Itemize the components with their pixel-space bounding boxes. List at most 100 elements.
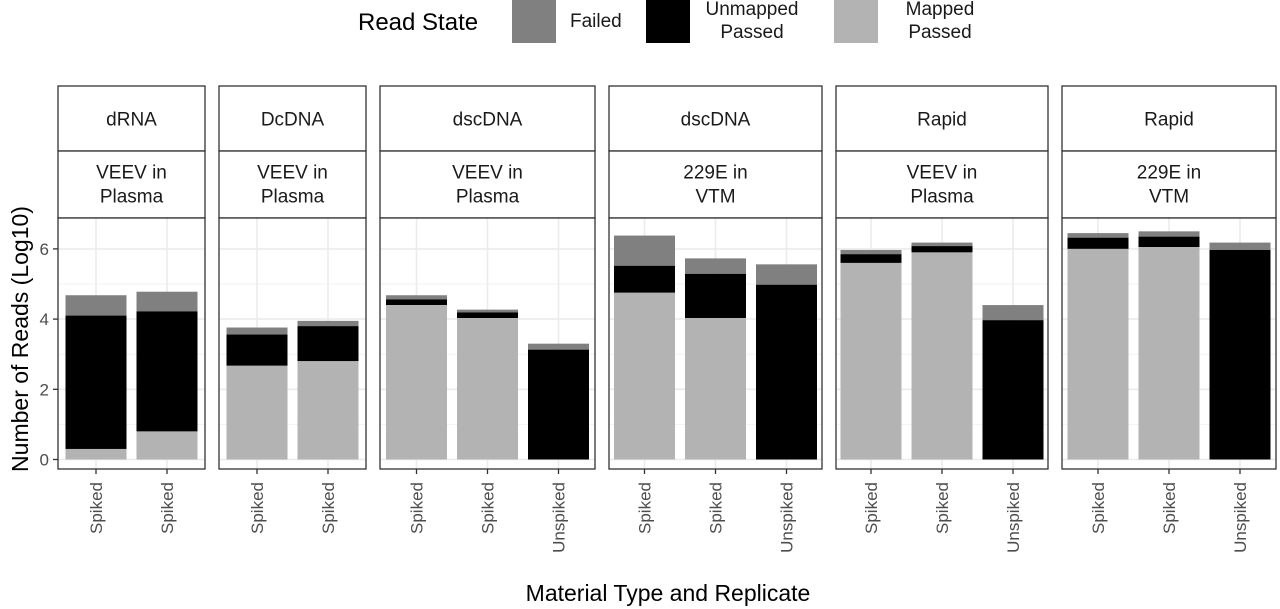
- facet-strip-sample: [1061, 150, 1277, 219]
- panel-border: [835, 217, 1049, 470]
- bar-segment-unmapped: [386, 299, 447, 306]
- facet-strip-method-label: Rapid: [1144, 110, 1194, 131]
- facet-strip-sample-label: 229E in: [1137, 163, 1201, 184]
- x-tick-label: Unspiked: [1231, 482, 1250, 553]
- x-tick-label: Spiked: [1160, 482, 1179, 534]
- bar-segment-failed: [1209, 242, 1271, 250]
- bar-segment-unmapped: [840, 254, 902, 263]
- facet-strip-sample-label: VEEV in: [452, 163, 523, 184]
- bar-segment-mapped: [840, 262, 902, 460]
- bar-segment-unmapped: [297, 326, 359, 362]
- facet-strip-sample-label: VTM: [695, 187, 735, 208]
- bar-segment-failed: [65, 295, 127, 316]
- facet-strip-sample: [608, 150, 823, 219]
- facet-panel: DcDNA VEEV in Plasma Spiked Spiked: [218, 85, 367, 534]
- facet-strip-method: [835, 85, 1049, 152]
- bar-segment-unmapped: [911, 246, 973, 253]
- legend-label-mapped: Mapped: [906, 0, 975, 20]
- x-tick-label: Spiked: [1089, 482, 1108, 534]
- facet-panel: Rapid 229E in VTM Spiked Spiked Unspiked: [1061, 85, 1277, 553]
- bar-segment-mapped: [136, 431, 198, 460]
- facet-strip-sample: [379, 150, 596, 219]
- bar-segment-failed: [297, 320, 359, 327]
- x-tick-label: Spiked: [87, 482, 106, 534]
- bar-segment-mapped: [911, 252, 973, 460]
- y-tick-label: 2: [40, 380, 49, 399]
- facet-strip-sample: [57, 150, 206, 219]
- bar-segment-failed: [911, 242, 973, 247]
- facet-strip-method: [1061, 85, 1277, 152]
- bar-segment-unmapped: [1067, 237, 1129, 249]
- legend-label-mapped: Passed: [908, 22, 971, 43]
- bar-segment-failed: [614, 235, 675, 266]
- facet-panel: dRNA VEEV in Plasma Spiked Spiked 0 2 4 6: [40, 85, 206, 534]
- bar-segment-unmapped: [685, 273, 746, 319]
- facet-strip-method-label: dscDNA: [453, 110, 523, 131]
- facet-strip-method-label: DcDNA: [261, 110, 325, 131]
- facet-strip-sample: [218, 150, 367, 219]
- x-tick-label: Spiked: [933, 482, 952, 534]
- facet-strip-method-label: dscDNA: [681, 110, 751, 131]
- x-tick-label: Spiked: [707, 482, 726, 534]
- facet-strip-sample-label: VEEV in: [257, 163, 328, 184]
- bar-segment-mapped: [297, 361, 359, 460]
- legend-key-mapped: [834, 0, 878, 43]
- panel-border: [218, 217, 367, 470]
- bar-segment-mapped: [65, 448, 127, 460]
- bar-segment-unmapped: [756, 284, 817, 460]
- facet-strip-method-label: Rapid: [917, 110, 967, 131]
- legend-key-failed: [512, 0, 556, 43]
- bar-segment-unmapped: [65, 315, 127, 449]
- bar-segment-unmapped: [982, 320, 1044, 460]
- facet-strip-sample-label: Plasma: [100, 187, 164, 208]
- bar-segment-failed: [840, 249, 902, 255]
- bar-segment-failed: [386, 295, 447, 300]
- facet-panel: dscDNA VEEV in Plasma Spiked Spiked Unspiked: [379, 85, 596, 553]
- legend-label-failed: Failed: [570, 11, 622, 32]
- bar-segment-unmapped: [528, 349, 589, 460]
- facet-strip-sample-label: Plasma: [910, 187, 974, 208]
- facet-strip-sample-label: Plasma: [261, 187, 325, 208]
- bar-segment-mapped: [457, 318, 518, 460]
- x-tick-label: Spiked: [636, 482, 655, 534]
- panel-border: [57, 217, 206, 470]
- facet-strip-method: [218, 85, 367, 152]
- x-tick-label: Spiked: [408, 482, 427, 534]
- bar-segment-failed: [457, 309, 518, 313]
- y-tick-label: 4: [40, 310, 49, 329]
- x-tick-label: Unspiked: [1004, 482, 1023, 553]
- bar-segment-unmapped: [457, 312, 518, 319]
- bar-segment-unmapped: [136, 311, 198, 432]
- legend-key-unmapped: [646, 0, 690, 43]
- facet-strip-method: [57, 85, 206, 152]
- bar-segment-unmapped: [1209, 249, 1271, 460]
- x-tick-label: Spiked: [248, 482, 267, 534]
- bar-segment-unmapped: [614, 265, 675, 293]
- facet-strip-sample-label: Plasma: [456, 187, 520, 208]
- bar-segment-mapped: [685, 318, 746, 460]
- legend-title: Read State: [358, 9, 478, 36]
- y-axis-title: Number of Reads (Log10): [7, 206, 33, 472]
- bar-segment-mapped: [614, 292, 675, 460]
- legend-label-unmapped: Unmapped: [706, 0, 799, 20]
- bar-segment-failed: [136, 291, 198, 312]
- bar-segment-failed: [756, 264, 817, 285]
- x-tick-label: Spiked: [862, 482, 881, 534]
- bar-segment-failed: [528, 343, 589, 350]
- bar-segment-mapped: [1067, 248, 1129, 460]
- legend: Read State FailedUnmappedPassedMappedPas…: [358, 0, 974, 43]
- facet-panel: Rapid VEEV in Plasma Spiked Spiked Unspiked: [835, 85, 1049, 553]
- facet-strip-method-label: dRNA: [106, 110, 157, 131]
- panel-border: [608, 217, 823, 470]
- facet-strip-sample-label: VEEV in: [907, 163, 978, 184]
- bar-segment-unmapped: [1138, 236, 1200, 248]
- x-tick-label: Unspiked: [778, 482, 797, 553]
- facet-strip-method: [379, 85, 596, 152]
- x-tick-label: Spiked: [479, 482, 498, 534]
- x-tick-label: Spiked: [319, 482, 338, 534]
- x-axis-title: Material Type and Replicate: [526, 580, 811, 606]
- facet-strip-sample-label: VEEV in: [96, 163, 167, 184]
- x-tick-label: Spiked: [158, 482, 177, 534]
- bar-segment-failed: [226, 327, 288, 335]
